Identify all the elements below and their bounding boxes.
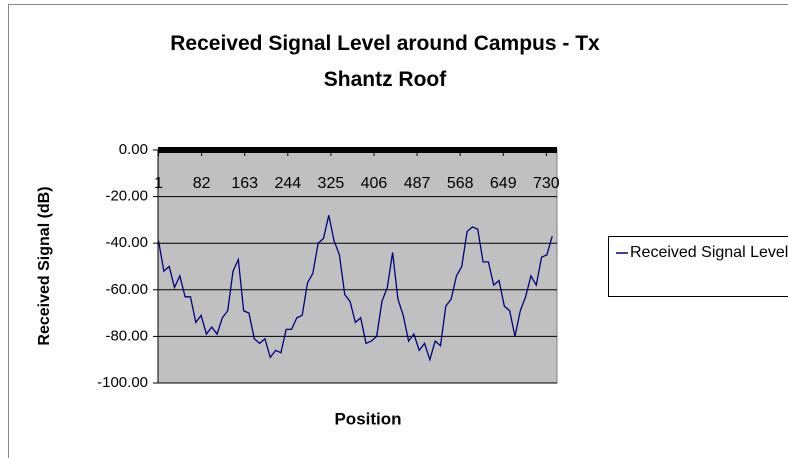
y-tick-label: 0.00 [119,141,148,158]
y-tick-label: -40.00 [105,234,148,251]
plot-area [157,149,558,384]
legend-box [608,236,788,297]
x-tick-label: 649 [490,175,517,192]
y-tick-label: -20.00 [105,188,148,205]
chart-title: Received Signal Level around Campus - Tx… [170,32,600,91]
x-tick-label: 325 [318,175,345,192]
data-line [157,215,553,362]
x-tick-label: 487 [404,175,431,192]
x-tick-label: 163 [231,175,258,192]
x-axis-title: Position [334,409,401,428]
x-tick-label: 568 [447,175,474,192]
y-axis-title: Received Signal (dB) [36,186,53,345]
x-tick-label: 730 [533,175,560,192]
x-tick-label: 406 [361,175,388,192]
y-tick-label: -80.00 [105,327,148,344]
y-tick-label: -100.00 [97,374,148,391]
legend-label: Received Signal Level [630,244,788,261]
x-tick-label: 82 [193,175,211,192]
x-tick-label: 244 [274,175,301,192]
y-tick-label: -60.00 [105,281,148,298]
x-tick-label: 1 [154,175,163,192]
